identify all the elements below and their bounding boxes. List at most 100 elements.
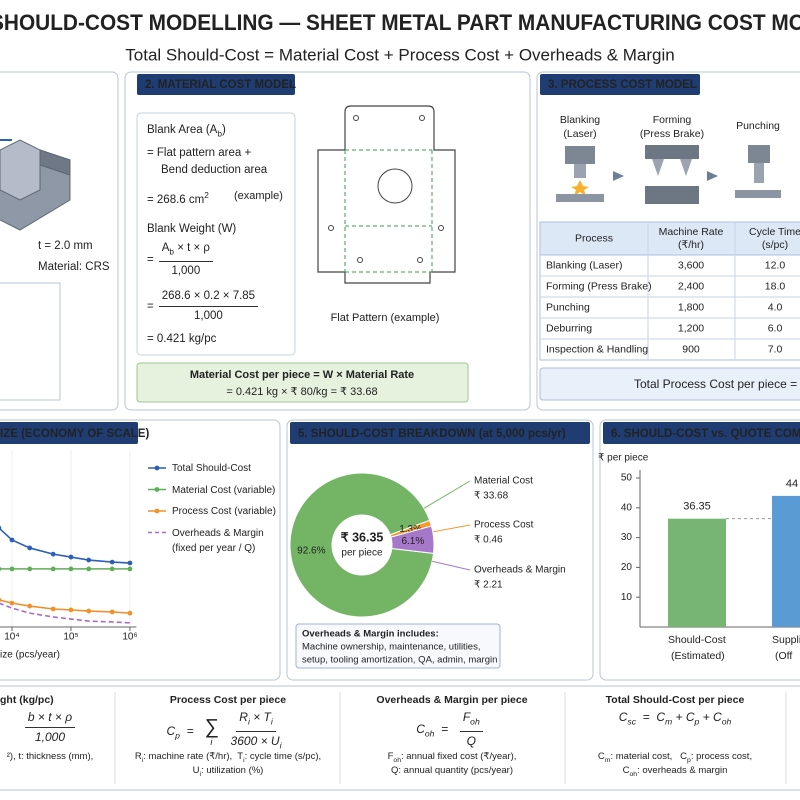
series-line — [0, 599, 131, 614]
subscript: sc — [627, 716, 636, 727]
text-run: 3600 × U — [230, 734, 280, 749]
hole — [377, 168, 413, 204]
hole — [357, 257, 363, 263]
pie-slice — [289, 472, 435, 618]
table-cell: Blanking (Laser) — [546, 259, 622, 271]
value-label: 36.35 — [683, 501, 711, 513]
y-tick-label: 40 — [621, 502, 633, 513]
table-header: Cycle Time — [749, 226, 800, 238]
table-cell: 6.0 — [768, 322, 783, 334]
subscript: oh — [721, 716, 732, 727]
slice-label: 1.3% — [399, 524, 422, 535]
weight-formula: = Ab × t × ρ 1,000 — [147, 241, 218, 279]
bar — [668, 518, 726, 627]
legend-label: Process Cost (variable) — [172, 506, 276, 517]
slice-label: 6.1% — [401, 536, 424, 547]
spark — [571, 180, 589, 196]
x-axis-label: ize (pcs/year) — [0, 650, 60, 661]
fraction: b × t × ρ 1,000 — [24, 710, 76, 745]
fraction: Ab × t × ρ 1,000 — [158, 241, 213, 279]
process-icons — [556, 145, 781, 204]
table-header: (s/pc) — [762, 239, 788, 251]
formula: b × t × ρ 1,000 — [0, 710, 160, 745]
x-tick-note: (Estimated) — [671, 650, 725, 662]
total-label: Total Process Cost per piece = — [634, 377, 797, 391]
text-run: F — [462, 710, 471, 724]
pie-slice — [390, 525, 435, 554]
formula-title: Total Should-Cost per piece — [606, 694, 745, 706]
x-tick-note: (Off — [775, 650, 792, 662]
text-run: : cycle time (s/pc), — [244, 751, 322, 762]
text-run: R — [239, 710, 248, 724]
data-point — [27, 545, 33, 551]
summation: ∑ i — [204, 717, 218, 747]
subscript: p — [694, 716, 700, 727]
text-run: = 268.6 cm — [147, 193, 205, 206]
data-point — [86, 608, 92, 614]
text-run: = — [147, 300, 154, 313]
blank-area-definition: = Flat pattern area + — [147, 147, 252, 159]
formula: Coh = Foh Q — [342, 710, 562, 749]
table-header: Process — [575, 232, 613, 244]
fraction: 268.6 × 0.2 × 7.85 1,000 — [158, 289, 259, 324]
cost-value: = 0.421 kg × ₹ 80/kg = ₹ 33.68 — [226, 386, 377, 398]
formula-note: Ri: machine rate (₹/hr), Ti: cycle time … — [118, 750, 338, 767]
numerator: Ab × t × ρ — [158, 241, 213, 263]
legend-label: Process Cost — [474, 520, 534, 531]
text-run: + C — [699, 710, 722, 724]
table-header: (₹/hr) — [678, 239, 704, 251]
data-point — [127, 560, 133, 566]
text-run: 1,000 — [194, 310, 223, 322]
formula: Cp = ∑ i Ri × Ti 3600 × Ui — [118, 710, 338, 754]
text-run: : overheads & margin — [637, 765, 728, 776]
series-line — [0, 527, 130, 564]
text-run: C — [166, 724, 176, 739]
text-run: Q: annual quantity (pcs/year) — [391, 765, 513, 776]
denominator: 1,000 — [168, 262, 203, 279]
data-point — [50, 606, 56, 612]
flow-arrow — [613, 171, 624, 181]
hole — [353, 115, 359, 121]
punch-holder — [748, 145, 770, 163]
data-point — [50, 551, 56, 557]
data-point — [9, 566, 15, 572]
step-label: (Laser) — [563, 128, 596, 140]
sum-symbol: ∑ — [204, 715, 219, 738]
denominator: 1,000 — [191, 307, 226, 324]
step-label: (Press Brake) — [640, 128, 704, 140]
table-cell: Deburring — [546, 322, 592, 334]
legend-marker — [154, 487, 160, 492]
slice-label: 92.6% — [297, 546, 325, 557]
formula: Csc = Cm + Cp + Coh — [565, 710, 785, 729]
subscript: b — [217, 129, 222, 139]
page-subtitle: Total Should-Cost = Material Cost + Proc… — [125, 45, 674, 64]
sheet — [556, 194, 604, 202]
panel-title: 3. PROCESS COST MODEL — [548, 79, 697, 91]
x-tick-label: Suppli — [772, 634, 800, 646]
flat-pattern — [317, 105, 456, 284]
text-run: : process cost, — [690, 751, 753, 762]
data-point — [127, 566, 133, 572]
value-label: 44 — [786, 478, 798, 490]
panel-title: 5. SHOULD-COST BREAKDOWN (at 5,000 pcs/y… — [298, 428, 566, 440]
denominator: Q — [464, 732, 479, 749]
formula-note: Coh: overheads & margin — [565, 764, 785, 781]
sheet — [735, 190, 781, 198]
subscript: i — [199, 770, 202, 778]
panel-title: IZE (ECONOMY OF SCALE) — [0, 428, 149, 440]
superscript: 2 — [204, 191, 209, 200]
text-run: = — [179, 724, 201, 739]
punch — [680, 159, 692, 176]
series-line — [0, 602, 130, 624]
data-point — [68, 566, 74, 572]
center-label: per piece — [341, 548, 383, 559]
part-edge — [39, 149, 71, 176]
text-run: × t × ρ — [174, 242, 210, 254]
leader-line — [432, 524, 471, 533]
data-point — [86, 566, 92, 572]
text-run: C — [597, 751, 605, 762]
blank-area-value: = 268.6 cm2 — [147, 188, 209, 208]
y-tick-label: 10 — [621, 592, 633, 603]
text-run: C — [618, 710, 628, 724]
